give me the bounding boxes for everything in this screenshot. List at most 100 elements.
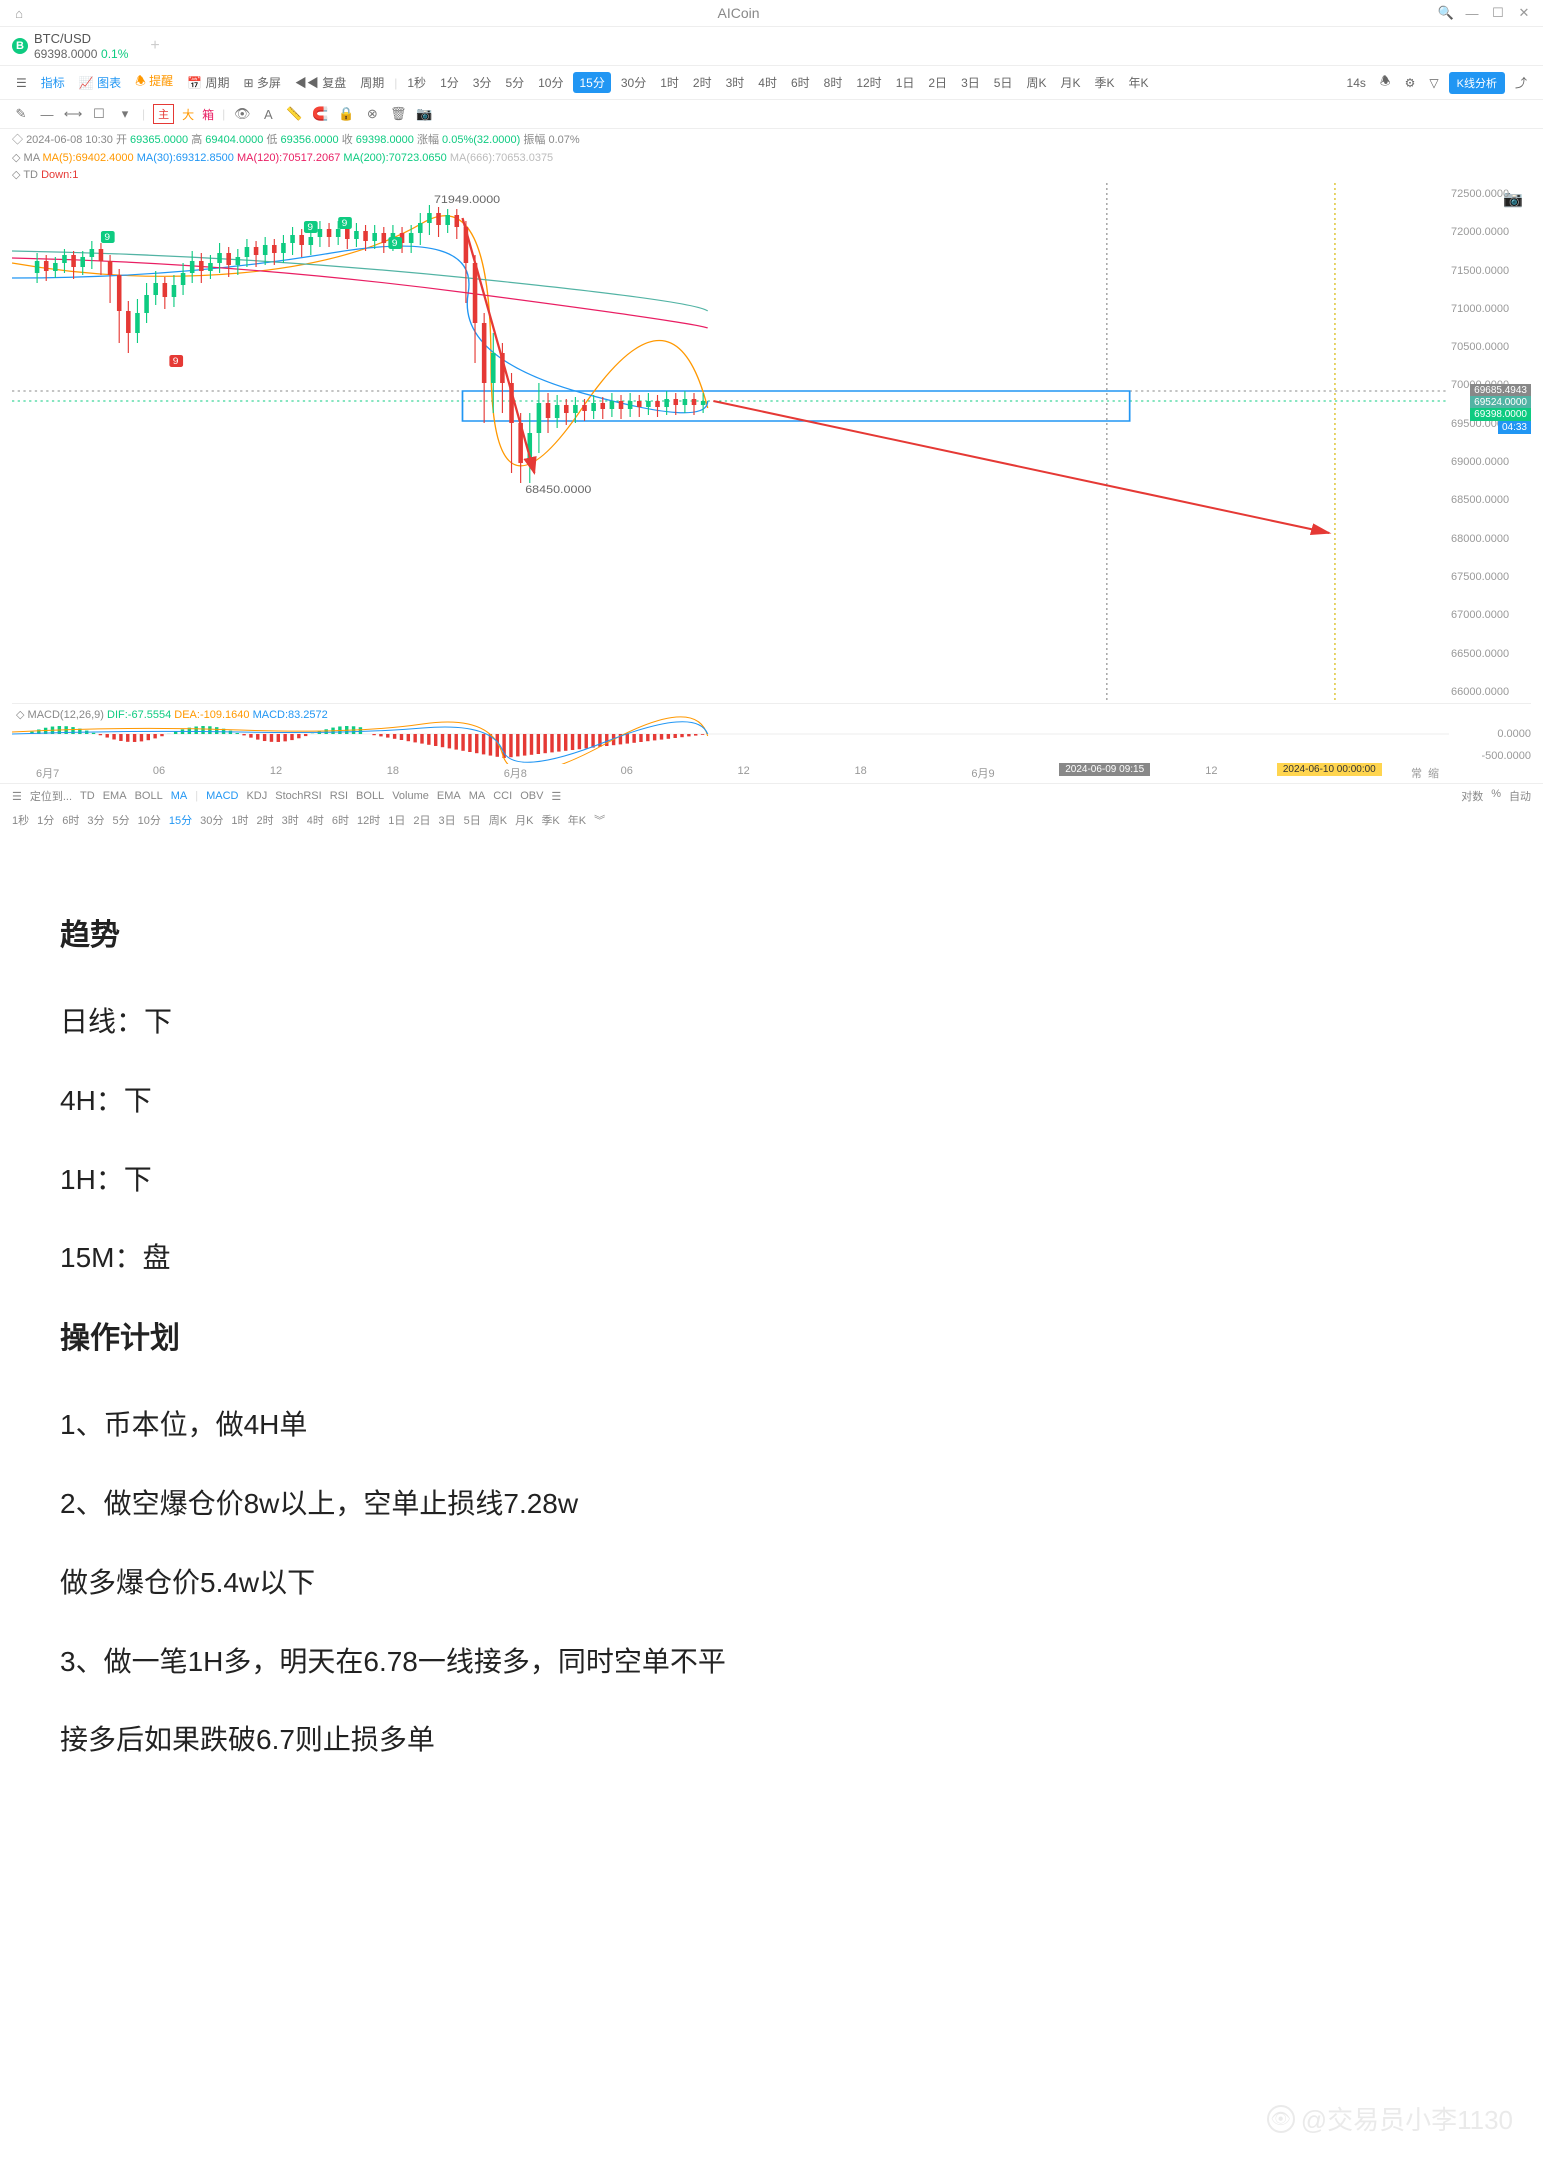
help-icon[interactable]: 🕭 [1376, 70, 1395, 95]
btf-5m[interactable]: 5分 [113, 812, 130, 828]
ind-stochrsi[interactable]: StochRSI [275, 790, 321, 802]
btf-4h[interactable]: 4时 [307, 812, 324, 828]
draw-main[interactable]: 主 [153, 104, 174, 124]
log-scale[interactable]: 对数 [1461, 788, 1483, 804]
multi-button[interactable]: ⊞ 多屏 [239, 72, 284, 93]
eye-toggle-icon[interactable]: ◇ [12, 169, 20, 181]
btf-1h2[interactable]: 1时 [231, 812, 248, 828]
btf-10m[interactable]: 10分 [138, 812, 161, 828]
chart-container[interactable]: 📷 71949.0000 68450.0000 9 [12, 183, 1531, 703]
search-icon[interactable]: 🔍 [1437, 4, 1455, 22]
chart-button[interactable]: 📈 图表 [75, 72, 125, 93]
right-opt2[interactable]: 缩 [1428, 765, 1439, 781]
grid-icon[interactable]: ☰ [12, 790, 22, 803]
eye-toggle-icon[interactable]: ◇ [12, 134, 23, 146]
draw-ruler-icon[interactable]: 📏 [285, 105, 303, 123]
draw-hline-icon[interactable]: ⟷ [64, 105, 82, 123]
ind-cci[interactable]: CCI [493, 790, 512, 802]
btf-qk[interactable]: 季K [541, 812, 559, 828]
tf-3m[interactable]: 3分 [469, 72, 496, 93]
tf-qk[interactable]: 季K [1090, 72, 1118, 93]
maximize-icon[interactable]: ☐ [1489, 4, 1507, 22]
tf-1d[interactable]: 1日 [892, 72, 919, 93]
btf-6h[interactable]: 6时 [62, 812, 79, 828]
ind-rsi[interactable]: RSI [330, 790, 348, 802]
eye-toggle-icon[interactable]: ◇ [12, 152, 20, 164]
ind-ma2[interactable]: MA [469, 790, 486, 802]
ind-boll[interactable]: BOLL [135, 790, 163, 802]
tf-15m[interactable]: 15分 [573, 72, 610, 93]
btf-6h2[interactable]: 6时 [332, 812, 349, 828]
draw-rect-icon[interactable]: ☐ [90, 105, 108, 123]
macd-panel[interactable]: ◇ MACD(12,26,9) DIF:-67.5554 DEA:-109.16… [12, 703, 1531, 763]
draw-eye-icon[interactable]: 👁 [233, 105, 251, 123]
share-icon[interactable]: ⤴ [1511, 72, 1531, 93]
draw-bundle[interactable]: 箱 [202, 106, 214, 123]
price-chart[interactable]: 71949.0000 68450.0000 9 9 9 9 9 [12, 183, 1449, 703]
tf-mo[interactable]: 月K [1056, 72, 1084, 93]
draw-pencil-icon[interactable]: ✎ [12, 105, 30, 123]
tf-3h[interactable]: 3时 [722, 72, 749, 93]
btf-30m[interactable]: 30分 [200, 812, 223, 828]
btf-1d[interactable]: 1日 [388, 812, 405, 828]
tf-5d[interactable]: 5日 [990, 72, 1017, 93]
cycle2-button[interactable]: 周期 [356, 72, 388, 93]
btf-wk[interactable]: 周K [489, 812, 507, 828]
btf-2h[interactable]: 2时 [257, 812, 274, 828]
tf-2h[interactable]: 2时 [689, 72, 716, 93]
ind-ema[interactable]: EMA [103, 790, 127, 802]
btf-yk[interactable]: 年K [568, 812, 586, 828]
btf-3m[interactable]: 3分 [87, 812, 104, 828]
btf-3h[interactable]: 3时 [282, 812, 299, 828]
ind-volume[interactable]: Volume [392, 790, 429, 802]
grid-icon[interactable]: ☰ [12, 74, 31, 92]
replay-button[interactable]: ◀◀ 复盘 [291, 72, 350, 93]
ind-ma[interactable]: MA [171, 790, 188, 802]
right-14s[interactable]: 14s [1343, 74, 1370, 92]
filter-icon[interactable]: ▽ [1425, 74, 1442, 92]
pair-tab[interactable]: B BTC/USD 69398.0000 0.1% [12, 31, 128, 61]
analysis-button[interactable]: K线分析 [1449, 72, 1505, 94]
tf-4h[interactable]: 4时 [754, 72, 781, 93]
btf-1s[interactable]: 1秒 [12, 812, 29, 828]
tf-1h[interactable]: 1时 [656, 72, 683, 93]
draw-hide-icon[interactable]: ⊗ [363, 105, 381, 123]
btf-mo[interactable]: 月K [515, 812, 533, 828]
draw-big[interactable]: 大 [182, 106, 194, 123]
collapse-icon[interactable]: ︾ [594, 812, 605, 828]
btf-5d[interactable]: 5日 [464, 812, 481, 828]
tf-6h[interactable]: 6时 [787, 72, 814, 93]
draw-dropdown-icon[interactable]: ▾ [116, 105, 134, 123]
tf-1m[interactable]: 1分 [436, 72, 463, 93]
draw-line-icon[interactable]: — [38, 105, 56, 123]
btf-3d[interactable]: 3日 [439, 812, 456, 828]
tf-wk[interactable]: 周K [1022, 72, 1050, 93]
close-icon[interactable]: ✕ [1515, 4, 1533, 22]
tf-30m[interactable]: 30分 [617, 72, 650, 93]
ind-obv[interactable]: OBV [520, 790, 543, 802]
draw-text-icon[interactable]: A [259, 105, 277, 123]
btf-12h[interactable]: 12时 [357, 812, 380, 828]
tf-2d[interactable]: 2日 [924, 72, 951, 93]
locate-button[interactable]: 定位到... [30, 788, 72, 804]
ind-ema2[interactable]: EMA [437, 790, 461, 802]
home-icon[interactable]: ⌂ [10, 4, 28, 22]
btf-2d[interactable]: 2日 [413, 812, 430, 828]
tf-5m[interactable]: 5分 [501, 72, 528, 93]
draw-magnet-icon[interactable]: 🧲 [311, 105, 329, 123]
ind-macd[interactable]: MACD [206, 790, 238, 802]
auto-scale[interactable]: 自动 [1509, 788, 1531, 804]
macd-eye-icon[interactable]: ◇ [16, 709, 24, 721]
draw-trash-icon[interactable]: 🗑 [389, 105, 407, 123]
ind-kdj[interactable]: KDJ [246, 790, 267, 802]
ind-td[interactable]: TD [80, 790, 95, 802]
pct-scale[interactable]: % [1491, 788, 1501, 804]
alert-button[interactable]: 🕭 提醒 [131, 70, 177, 95]
tf-yk[interactable]: 年K [1124, 72, 1152, 93]
minimize-icon[interactable]: — [1463, 4, 1481, 22]
settings-icon[interactable]: ⚙ [1401, 74, 1420, 92]
btf-15m[interactable]: 15分 [169, 812, 192, 828]
indicators-button[interactable]: 指标 [37, 72, 69, 93]
tf-12h[interactable]: 12时 [852, 72, 885, 93]
expand-indicator-icon[interactable]: ☰ [551, 790, 561, 803]
